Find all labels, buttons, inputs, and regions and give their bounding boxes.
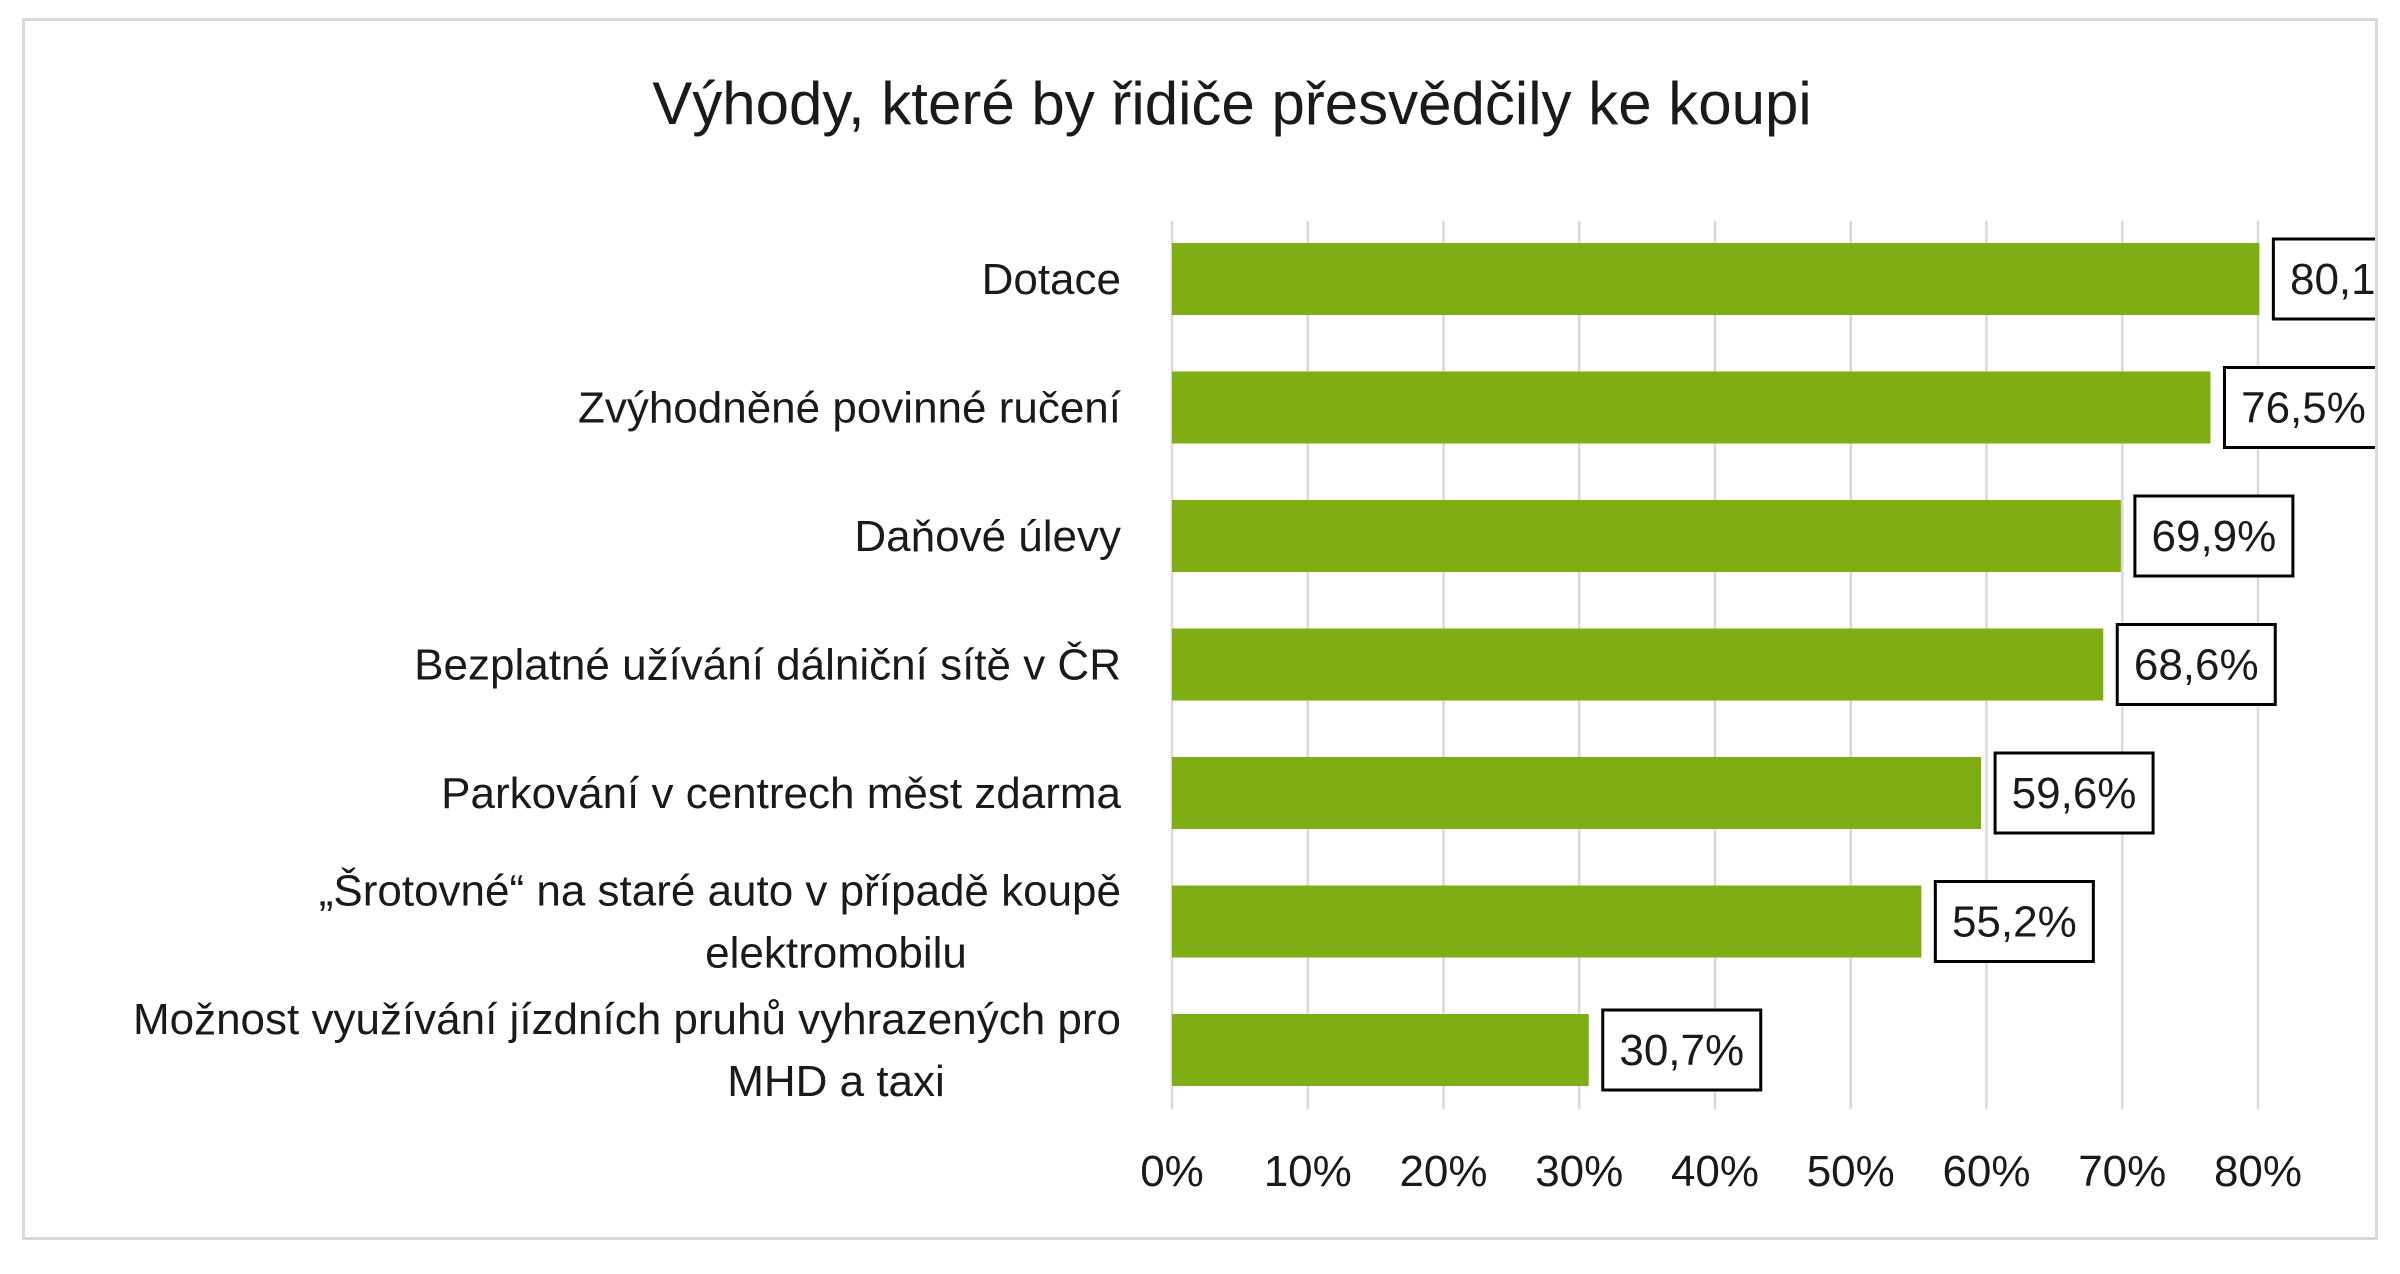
bar [1172, 500, 2121, 572]
data-label-box [1933, 880, 2095, 963]
x-tick-label: 20% [1399, 1147, 1487, 1196]
x-tick-label: 0% [1140, 1147, 1204, 1196]
data-label-box [2133, 494, 2295, 578]
category-label: „Šrotovné“ na staré auto v případě koupě… [319, 866, 1121, 978]
data-label: 80,1% [2271, 237, 2375, 321]
x-tick-label: 10% [1264, 1147, 1352, 1196]
x-tick-label: 30% [1535, 1147, 1623, 1196]
category-label-line: elektromobilu [705, 929, 967, 978]
data-label-text: 80,1% [2290, 255, 2375, 304]
bar [1172, 1014, 1589, 1086]
data-label-box [2115, 623, 2277, 706]
data-label: 68,6% [2115, 623, 2277, 706]
data-label-box [2222, 366, 2375, 449]
bar [1172, 371, 2211, 444]
category-label: Dotace [982, 255, 1121, 304]
data-label-box [2271, 237, 2375, 321]
category-label-line: Daňové úlevy [854, 512, 1121, 561]
x-tick-label: 50% [1807, 1147, 1895, 1196]
data-labels: 80,1% 76,5% 69,9% 68,6% 59,6% 55,2% 30,7% [1601, 237, 2375, 1092]
category-label-line: Parkování v centrech měst zdarma [441, 769, 1121, 818]
category-label-line: „Šrotovné“ na staré auto v případě koupě [319, 866, 1121, 916]
x-tick-label: 40% [1671, 1147, 1759, 1196]
x-tick-label: 80% [2214, 1147, 2302, 1196]
chart-title: Výhody, které by řidiče přesvědčily ke k… [652, 70, 1811, 137]
x-tick-label: 60% [1942, 1147, 2030, 1196]
x-tick-label: 70% [2078, 1147, 2166, 1196]
category-labels: Dotace Zvýhodněné povinné ručení Daňové úl… [133, 255, 1122, 1106]
data-label-text: 69,9% [2152, 512, 2277, 561]
bar [1172, 243, 2260, 315]
data-label: 76,5% [2222, 366, 2375, 449]
data-label: 55,2% [1933, 880, 2095, 963]
category-label-line: Dotace [982, 255, 1121, 304]
bars [1172, 243, 2260, 1086]
x-axis-tick-labels: 0% 10% 20% 30% 40% 50% 60% 70% 80% [1140, 1147, 2302, 1196]
bar [1172, 885, 1922, 958]
category-label: Parkování v centrech měst zdarma [441, 769, 1121, 818]
bar [1172, 757, 1982, 829]
category-label: Možnost využívání jízdních pruhů vyhraze… [133, 995, 1121, 1106]
data-label-text: 59,6% [2012, 769, 2137, 818]
bar [1172, 628, 2104, 701]
chart-frame: Výhody, které by řidiče přesvědčily ke k… [22, 18, 2378, 1240]
category-label: Zvýhodněné povinné ručení [578, 384, 1122, 433]
data-label-box [1601, 1008, 1763, 1092]
data-label-text: 68,6% [2134, 641, 2259, 690]
data-label-box [1993, 751, 2155, 835]
data-label: 30,7% [1601, 1008, 1763, 1092]
bar-chart: Výhody, které by řidiče přesvědčily ke k… [133, 70, 2375, 1196]
data-label-text: 55,2% [1952, 898, 2077, 947]
category-label-line: Zvýhodněné povinné ručení [578, 384, 1122, 433]
data-label-text: 30,7% [1619, 1026, 1744, 1075]
data-label: 59,6% [1993, 751, 2155, 835]
category-label-line: MHD a taxi [727, 1057, 945, 1106]
category-label: Bezplatné užívání dálniční sítě v ČR [414, 640, 1121, 690]
category-label-line: Možnost využívání jízdních pruhů vyhraze… [133, 995, 1121, 1044]
category-label: Daňové úlevy [854, 512, 1121, 561]
category-label-line: Bezplatné užívání dálniční sítě v ČR [414, 640, 1121, 690]
data-label: 69,9% [2133, 494, 2295, 578]
data-label-text: 76,5% [2241, 384, 2366, 433]
